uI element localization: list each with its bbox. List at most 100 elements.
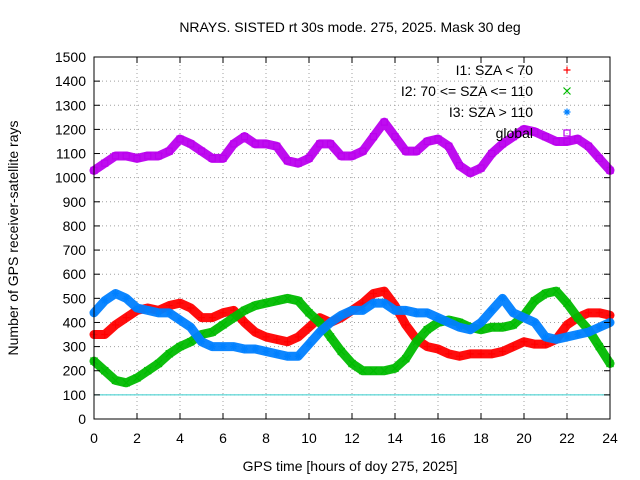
x-axis-title: GPS time [hours of doy 275, 2025] [243, 458, 458, 474]
y-tick-label: 900 [63, 194, 87, 210]
x-tick-label: 14 [387, 430, 403, 446]
data-point [520, 338, 528, 346]
data-point [348, 306, 356, 314]
x-tick-labels: 0 2 4 6 8 10 12 14 16 18 20 22 24 [90, 430, 618, 446]
series-2 [89, 289, 615, 361]
x-tick-label: 10 [301, 430, 317, 446]
legend-label: I1: SZA < 70 [456, 62, 534, 78]
x-tick-label: 20 [516, 430, 532, 446]
data-point [187, 140, 195, 148]
data-point [241, 318, 248, 326]
data-point [552, 137, 560, 146]
data-point [111, 152, 120, 160]
data-point [499, 347, 506, 355]
data-point [284, 352, 291, 360]
data-point [219, 343, 227, 351]
data-point [251, 140, 259, 148]
data-point [380, 299, 388, 307]
data-point [208, 343, 216, 351]
data-point [423, 343, 431, 351]
y-tick-label: 1400 [55, 73, 86, 89]
data-point [498, 140, 507, 148]
y-tick-label: 0 [78, 411, 86, 427]
data-point [584, 142, 593, 150]
y-tick-label: 100 [63, 387, 87, 403]
data-point [208, 314, 216, 322]
data-point [186, 337, 195, 346]
data-point [100, 366, 109, 375]
data-point [176, 342, 184, 351]
data-point [133, 304, 141, 312]
data-point [595, 342, 604, 351]
data-point [563, 333, 571, 341]
data-point [219, 154, 227, 162]
data-point [370, 290, 377, 298]
series-3 [89, 117, 615, 178]
data-point [251, 301, 260, 310]
data-point [499, 294, 506, 302]
data-point [133, 154, 141, 162]
legend-marker [563, 129, 571, 137]
x-tick-label: 6 [219, 430, 227, 446]
data-point [112, 321, 119, 329]
data-point [541, 133, 550, 141]
data-point [262, 299, 270, 308]
data-point [122, 152, 130, 160]
data-point [585, 309, 592, 317]
ticks [93, 56, 611, 420]
data-point [402, 321, 410, 329]
data-point [305, 308, 313, 317]
data-point [509, 343, 517, 351]
data-point [359, 147, 367, 155]
data-point [574, 135, 582, 143]
data-point [251, 345, 259, 353]
x-tick-label: 18 [473, 430, 489, 446]
data-point [456, 323, 463, 331]
data-point [165, 309, 173, 317]
data-point [542, 340, 549, 348]
data-point [176, 316, 184, 324]
data-point [143, 366, 152, 375]
data-point [337, 347, 346, 356]
data-point [509, 309, 517, 317]
data-point [262, 333, 270, 341]
data-point [563, 137, 571, 146]
data-point [305, 154, 313, 162]
data-point [402, 306, 410, 314]
data-point [456, 352, 463, 360]
x-tick-label: 12 [344, 430, 360, 446]
data-point [359, 306, 367, 314]
data-point [122, 314, 130, 322]
chart-title: NRAYS. SISTED rt 30s mode. 275, 2025. Ma… [179, 19, 520, 35]
data-point [477, 164, 485, 172]
legend-label: global [496, 125, 533, 141]
data-point [198, 314, 205, 322]
grid [94, 57, 610, 419]
data-point [187, 304, 195, 312]
data-point [176, 299, 184, 307]
data-point [488, 306, 496, 314]
data-point [101, 159, 109, 167]
data-point [380, 287, 388, 295]
y-tick-label: 400 [63, 314, 87, 330]
y-tick-label: 300 [63, 339, 87, 355]
y-axis-title: Number of GPS receiver-satellite rays [5, 121, 21, 356]
data-point [273, 350, 281, 358]
data-point [445, 350, 453, 358]
legend-label: I3: SZA > 110 [449, 104, 533, 120]
data-point [198, 338, 205, 346]
data-point [391, 133, 399, 141]
series-layer [89, 117, 615, 388]
data-point [176, 135, 184, 143]
data-point [230, 140, 238, 148]
data-point [552, 287, 561, 296]
data-point [101, 331, 109, 339]
data-point [530, 296, 539, 305]
y-tick-labels: 0 100 200 300 400 500 600 700 800 900 1000 1100 1200… [55, 49, 86, 427]
data-point [241, 345, 248, 353]
legend-marker [563, 66, 571, 74]
data-point [273, 335, 281, 343]
data-point [563, 321, 571, 329]
data-point [208, 154, 216, 162]
data-point [230, 343, 238, 351]
